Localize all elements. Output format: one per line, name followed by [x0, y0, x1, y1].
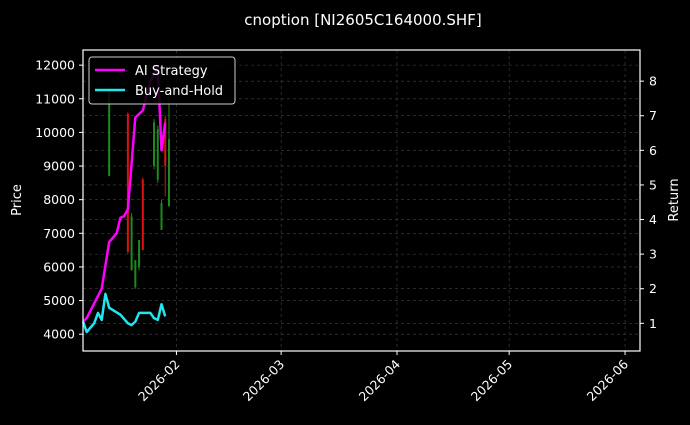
y-tick-label-left: 6000	[43, 259, 75, 274]
candle-body	[167, 139, 170, 207]
y-tick-label-right: 4	[649, 212, 657, 227]
x-tick-label: 2026-06	[584, 356, 632, 404]
candle-body	[138, 240, 141, 267]
series-line-buy-and-hold	[81, 292, 167, 334]
candle-body	[160, 203, 163, 230]
y-axis-left: 4000 5000 6000 7000 8000 9000 10000 11000 12000	[35, 58, 83, 342]
y-tick-label-left: 7000	[43, 226, 75, 241]
legend-label-ai-strategy: AI Strategy	[135, 64, 208, 79]
x-tick-label: 2026-04	[356, 356, 404, 404]
legend: AI Strategy Buy-and-Hold	[88, 56, 236, 105]
y-tick-label-left: 4000	[43, 327, 75, 342]
chart-title: cnoption [NI2605C164000.SHF]	[244, 11, 481, 29]
y-tick-label-right: 7	[649, 108, 657, 123]
y-tick-label-left: 8000	[43, 192, 75, 207]
y-tick-label-right: 6	[649, 143, 657, 158]
y-tick-label-right: 1	[649, 316, 657, 331]
y-tick-label-right: 8	[649, 74, 657, 89]
y-tick-label-right: 5	[649, 177, 657, 192]
y-axis-label-right: Return	[667, 178, 682, 221]
series-line-ai-strategy	[82, 66, 167, 323]
x-tick-label: 2026-03	[240, 357, 288, 405]
candle-body	[141, 179, 144, 251]
grid-lines	[83, 50, 640, 351]
candle-body	[134, 260, 137, 288]
x-axis: 2026-02 2026-03 2026-04 2026-05 2026-06	[135, 351, 631, 404]
candle-body	[130, 216, 133, 271]
candle-body	[126, 113, 129, 252]
candle-body	[156, 129, 159, 180]
candle-body	[153, 122, 156, 167]
plot-frame	[82, 49, 641, 352]
y-tick-label-left: 10000	[35, 125, 75, 140]
y-axis-right: 1 2 3 4 5 6 7 8	[640, 74, 657, 331]
y-tick-label-left: 11000	[35, 91, 75, 106]
y-tick-label-left: 5000	[43, 293, 75, 308]
candlesticks	[108, 88, 170, 289]
y-tick-label-right: 2	[649, 281, 657, 296]
x-tick-label: 2026-02	[135, 357, 183, 405]
y-tick-label-right: 3	[649, 247, 657, 262]
candle-body	[108, 88, 111, 177]
y-tick-label-left: 9000	[43, 159, 75, 174]
candle-body	[164, 118, 167, 167]
x-tick-label: 2026-05	[468, 357, 516, 405]
y-tick-label-left: 12000	[35, 58, 75, 73]
legend-label-buy-and-hold: Buy-and-Hold	[135, 84, 223, 99]
y-axis-label-left: Price	[10, 184, 25, 216]
